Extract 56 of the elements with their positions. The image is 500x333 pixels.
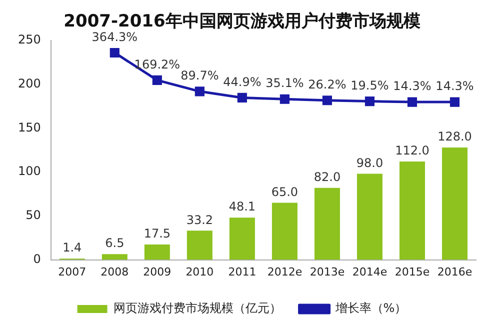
data-label: 17.5 — [144, 226, 171, 241]
data-label: 26.2% — [308, 77, 346, 92]
x-tick-label: 2007 — [58, 265, 86, 278]
bar — [399, 162, 425, 260]
bar — [314, 188, 340, 260]
x-tick-label: 2009 — [143, 265, 172, 278]
legend-label: 增长率（%） — [334, 301, 407, 316]
data-label: 112.0 — [395, 144, 430, 158]
data-label: 128.0 — [438, 130, 472, 144]
bar — [144, 244, 170, 260]
x-tick-label: 2016e — [437, 265, 472, 278]
data-label: 19.5% — [350, 78, 389, 92]
y-tick-label: 250 — [18, 32, 41, 47]
x-tick-label: 2012e — [267, 265, 302, 278]
point — [280, 94, 290, 104]
bar — [272, 202, 298, 260]
y-tick-label: 50 — [26, 208, 41, 222]
legend-label: 网页游戏付费市场规模（亿元） — [113, 301, 282, 316]
point — [450, 97, 460, 107]
data-label: 65.0 — [271, 184, 298, 199]
data-label: 44.9% — [223, 74, 262, 89]
point — [110, 48, 120, 58]
point — [194, 86, 204, 96]
data-label: 14.3% — [393, 79, 432, 94]
bar — [442, 147, 468, 260]
point — [237, 92, 247, 103]
y-tick-label: 200 — [18, 76, 41, 90]
x-tick-label: 2011 — [228, 265, 256, 278]
y-tick-label: 0 — [33, 252, 41, 266]
data-label: 169.2% — [134, 57, 180, 72]
x-tick-label: 2013e — [310, 265, 345, 278]
data-label: 14.3% — [436, 79, 474, 94]
data-label: 82.0 — [314, 170, 341, 184]
data-label: 33.2 — [186, 212, 214, 227]
x-tick-label: 2014e — [352, 265, 388, 278]
data-label: 6.5 — [105, 236, 124, 250]
bar — [186, 230, 212, 260]
data-label: 35.1% — [266, 76, 304, 90]
x-tick-label: 2015e — [394, 265, 430, 278]
data-label: 98.0 — [356, 156, 384, 170]
y-tick-label: 150 — [18, 120, 41, 134]
data-label: 89.7% — [180, 68, 219, 83]
point — [364, 96, 375, 106]
x-tick-label: 2010 — [186, 265, 214, 278]
point — [407, 97, 418, 107]
data-label: 1.4 — [62, 240, 82, 255]
x-tick-label: 2008 — [100, 265, 129, 278]
y-tick-label: 100 — [18, 164, 41, 178]
bar — [356, 174, 382, 260]
point — [152, 75, 162, 85]
chart-title: 2007-2016年中国网页游戏用户付费市场规模 — [64, 12, 420, 32]
point — [322, 96, 332, 106]
bar — [229, 218, 255, 260]
data-label: 48.1 — [228, 200, 256, 214]
bar — [102, 254, 128, 260]
data-label: 364.3% — [92, 30, 138, 44]
